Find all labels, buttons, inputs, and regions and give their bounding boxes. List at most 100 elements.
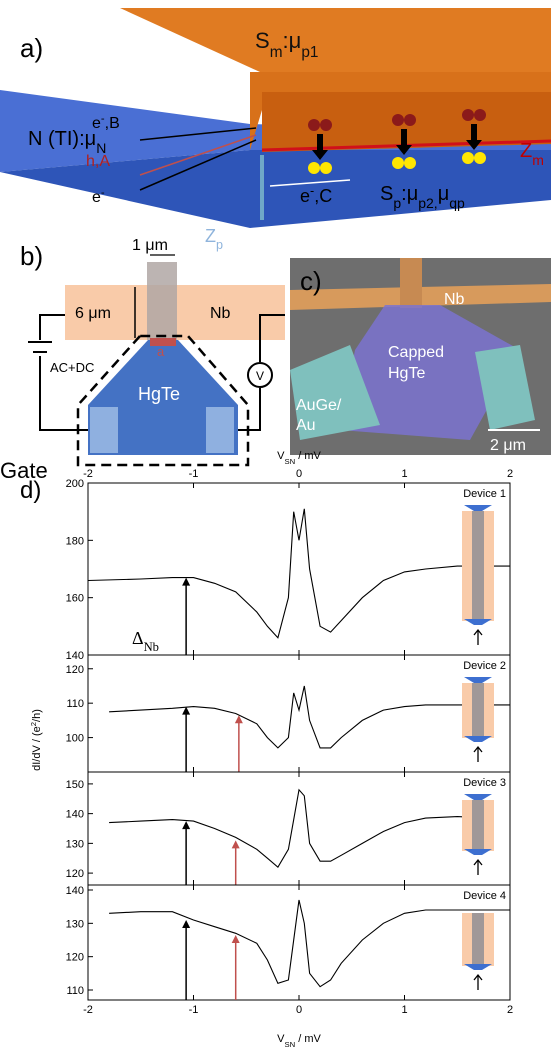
label: Gate: [0, 458, 48, 483]
text-part: 2: [29, 722, 38, 726]
y-tick-label: 110: [66, 698, 84, 710]
y-tick-label: 120: [66, 664, 84, 676]
text-part: p: [216, 238, 223, 252]
text-part: e: [300, 186, 310, 206]
panel-c: c) Nb Capped HgTe AuGe/ Au 2 μm: [290, 258, 551, 455]
inset-arrow-head: [473, 858, 483, 866]
text-part: qp: [449, 195, 465, 211]
text-part: :μ: [283, 28, 302, 53]
nb-strip: [147, 262, 177, 340]
y-tick-label: 160: [66, 593, 84, 605]
inset-hgte: [464, 964, 492, 970]
y-tick-label: 140: [66, 809, 84, 821]
x-tick-label: -1: [189, 468, 199, 480]
data-line: [109, 685, 510, 749]
text-part: p: [393, 195, 401, 211]
gap-arrow-head: [182, 577, 191, 586]
x-tick-label: 1: [401, 468, 407, 480]
hgte-region: [340, 305, 520, 440]
text-part: /h): [31, 709, 43, 722]
plot-frame: [87, 654, 511, 773]
text-part: N: [96, 140, 106, 156]
sm-step: [250, 72, 551, 150]
panel-d: d) VSN / mV VSN / mV dI/dV / (e2/h) ΔNb …: [20, 450, 513, 1048]
inset-hgte: [464, 505, 492, 511]
label: e-,C: [300, 184, 332, 206]
inset-hgte: [464, 794, 492, 800]
inset-hgte: [464, 849, 492, 855]
text-part: V: [277, 1033, 285, 1045]
x-tick-label: 2: [507, 468, 513, 480]
arrow-c: [269, 179, 351, 187]
y-tick-label: 130: [66, 838, 84, 850]
junction: [150, 338, 176, 346]
ti-layer-front: [0, 150, 551, 228]
label: AuGe/: [296, 397, 342, 414]
voltmeter: [247, 362, 273, 388]
text-part: -: [101, 187, 105, 199]
label: AC+DC: [50, 360, 94, 375]
text-part: Nb: [144, 640, 159, 654]
text-part: Δ: [132, 628, 144, 648]
wire: [39, 356, 88, 431]
gate-outline: [76, 334, 250, 467]
label: a: [157, 344, 165, 359]
y-tick-label: 120: [66, 952, 84, 964]
inset-strip: [472, 913, 484, 966]
panel-letter: d): [20, 477, 41, 504]
text-part: dI/dV / (e: [31, 726, 43, 771]
panel-letter: b): [20, 241, 43, 271]
label: Capped: [388, 344, 444, 361]
text-part: ,C: [314, 186, 332, 206]
text-part: / mV: [295, 450, 321, 462]
x-axis-label: VSN / mV: [277, 1033, 321, 1048]
inset-hgte: [464, 736, 492, 742]
y-tick-label: 110: [66, 985, 84, 997]
data-line: [87, 508, 510, 639]
y-tick-label: 200: [66, 478, 84, 490]
label: 1 μm: [132, 237, 168, 254]
contact-region: [290, 345, 380, 440]
gap-arrow-head: [234, 715, 243, 724]
sm-top: [120, 8, 551, 72]
text-part: m: [532, 152, 544, 168]
wire: [259, 314, 285, 362]
panel-a: a) Sm:μp1 N (TI):μN e-,B h,A e- e-,C Sp:…: [0, 8, 551, 252]
label: Zm: [520, 140, 544, 168]
label: Zp: [205, 226, 223, 252]
y-tick-label: 120: [66, 868, 84, 880]
text-part: Z: [520, 140, 532, 162]
label: Sm:μp1: [255, 28, 318, 61]
y-tick-label: 100: [66, 733, 84, 745]
inset-strip: [472, 683, 484, 738]
plot-frame: [87, 771, 511, 886]
inset-arrow-head: [473, 745, 483, 753]
arrow-a: [139, 134, 257, 176]
x-tick-label: 1: [401, 1004, 407, 1016]
cooper-pairs: [308, 109, 486, 174]
label: Sp:μp2,μqp: [380, 183, 465, 211]
text-part: V: [277, 450, 285, 462]
chart-title: Device 3: [463, 777, 506, 789]
text-part: h,A: [86, 153, 110, 170]
y-tick-label: 130: [66, 918, 84, 930]
inset-strip: [472, 511, 484, 621]
inset-hgte: [464, 677, 492, 683]
label: HgTe: [138, 384, 180, 404]
panel-b: b) 1 μm 6 μm Nb a AC+DC V HgTe Gate: [0, 237, 285, 483]
label: Au: [296, 417, 316, 434]
text-part: SN: [284, 1040, 295, 1048]
x-tick-label: 2: [507, 1004, 513, 1016]
gap-arrow-head: [182, 706, 191, 715]
text-part: SN: [284, 457, 295, 466]
delta-label: ΔNb: [132, 628, 159, 654]
inset-strip: [472, 800, 484, 851]
text-part: -: [101, 113, 105, 125]
inset-hgte: [464, 619, 492, 625]
text-part: p1: [301, 44, 318, 61]
inset-arrow-head: [473, 628, 483, 636]
label: V: [256, 369, 264, 383]
label: h,A: [86, 153, 110, 170]
text-part: e: [92, 189, 101, 206]
text-part: Z: [205, 226, 216, 246]
